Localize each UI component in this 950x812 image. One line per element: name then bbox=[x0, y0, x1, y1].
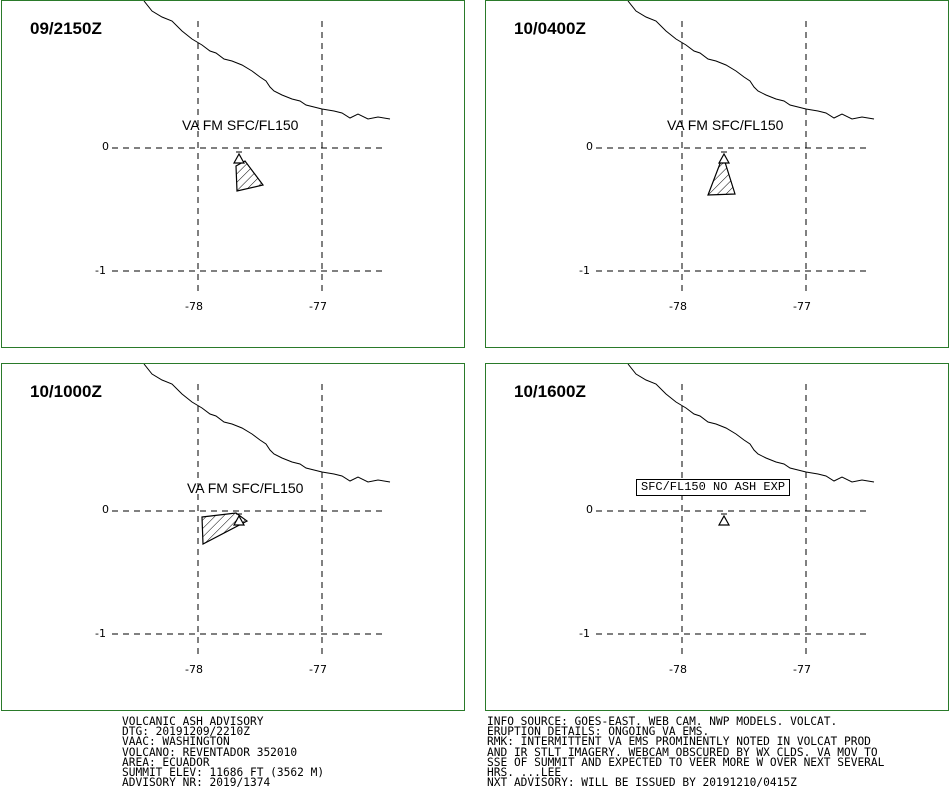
coastline bbox=[143, 1, 391, 120]
ash-label: VA FM SFC/FL150 bbox=[182, 117, 299, 133]
lon-label-78: -78 bbox=[185, 663, 203, 676]
ash-label: VA FM SFC/FL150 bbox=[187, 480, 304, 496]
map-panel-2: 10/0400Z VA FM SFC/FL150 0 -1 -78 -77 bbox=[485, 0, 949, 348]
map-canvas bbox=[112, 364, 391, 654]
coastline bbox=[143, 364, 391, 483]
map-canvas bbox=[596, 364, 875, 654]
map-panel-1: 09/2150Z VA FM SFC/FL150 0 -1 -78 -77 bbox=[1, 0, 465, 348]
no-ash-label: SFC/FL150 NO ASH EXP bbox=[636, 479, 791, 496]
lon-label-77: -77 bbox=[793, 663, 811, 676]
advisory-line: AREA: ECUADOR bbox=[122, 755, 210, 769]
lat-label-minus1: -1 bbox=[95, 264, 106, 277]
advisory-line: INFO SOURCE: GOES-EAST. WEB CAM. NWP MOD… bbox=[487, 715, 838, 728]
advisory-details-text: INFO SOURCE: GOES-EAST. WEB CAM. NWP MOD… bbox=[487, 715, 885, 790]
coastline bbox=[627, 1, 875, 120]
lon-label-78: -78 bbox=[669, 300, 687, 313]
lat-label-0: 0 bbox=[586, 140, 593, 153]
ash-cloud-polygon bbox=[707, 158, 736, 196]
advisory-line: VAAC: WASHINGTON bbox=[122, 735, 230, 749]
volcano-triangle-icon bbox=[717, 513, 731, 526]
panel-time: 10/1000Z bbox=[30, 382, 102, 401]
lat-label-minus1: -1 bbox=[579, 627, 590, 640]
lon-label-77: -77 bbox=[793, 300, 811, 313]
lon-label-78: -78 bbox=[669, 663, 687, 676]
map-canvas bbox=[112, 1, 391, 291]
advisory-line: DTG: 20191209/2210Z bbox=[122, 725, 250, 739]
panel-time: 10/0400Z bbox=[514, 19, 586, 38]
advisory-line: HRS. ...LEE bbox=[487, 765, 562, 779]
advisory-line: ADVISORY NR: 2019/1374 bbox=[122, 776, 271, 790]
panel-time: 10/1600Z bbox=[514, 382, 586, 401]
map-canvas bbox=[596, 1, 875, 291]
lat-label-minus1: -1 bbox=[579, 264, 590, 277]
lat-label-0: 0 bbox=[102, 503, 109, 516]
advisory-line: ERUPTION DETAILS: ONGOING VA EMS. bbox=[487, 725, 710, 739]
volcano-triangle-icon bbox=[717, 151, 731, 164]
lat-label-0: 0 bbox=[102, 140, 109, 153]
map-panel-4: 10/1600Z SFC/FL150 NO ASH EXP 0 -1 -78 -… bbox=[485, 363, 949, 711]
ash-cloud-polygon bbox=[235, 160, 265, 192]
volcano-triangle-icon bbox=[232, 151, 246, 164]
advisory-header-text: VOLCANIC ASH ADVISORY DTG: 20191209/2210Z… bbox=[122, 715, 325, 790]
map-panel-3: 10/1000Z VA FM SFC/FL150 0 -1 -78 -77 bbox=[1, 363, 465, 711]
advisory-line: VOLCANIC ASH ADVISORY bbox=[122, 715, 264, 728]
lat-label-minus1: -1 bbox=[95, 627, 106, 640]
coastline bbox=[627, 364, 875, 483]
volcano-triangle-icon bbox=[232, 513, 246, 526]
advisory-line: RMK: INTERMITTENT VA EMS PROMINENTLY NOT… bbox=[487, 735, 871, 749]
advisory-line: AND IR STLT IMAGERY. WEBCAM OBSCURED BY … bbox=[487, 745, 878, 759]
lon-label-77: -77 bbox=[309, 300, 327, 313]
advisory-line: VOLCANO: REVENTADOR 352010 bbox=[122, 745, 298, 759]
lon-label-78: -78 bbox=[185, 300, 203, 313]
advisory-line: SSE OF SUMMIT AND EXPECTED TO VEER MORE … bbox=[487, 755, 885, 769]
lon-label-77: -77 bbox=[309, 663, 327, 676]
panel-time: 09/2150Z bbox=[30, 19, 102, 38]
advisory-line: SUMMIT ELEV: 11686 FT (3562 M) bbox=[122, 765, 325, 779]
advisory-line: NXT ADVISORY: WILL BE ISSUED BY 20191210… bbox=[487, 776, 797, 790]
lat-label-0: 0 bbox=[586, 503, 593, 516]
ash-label: VA FM SFC/FL150 bbox=[667, 117, 784, 133]
